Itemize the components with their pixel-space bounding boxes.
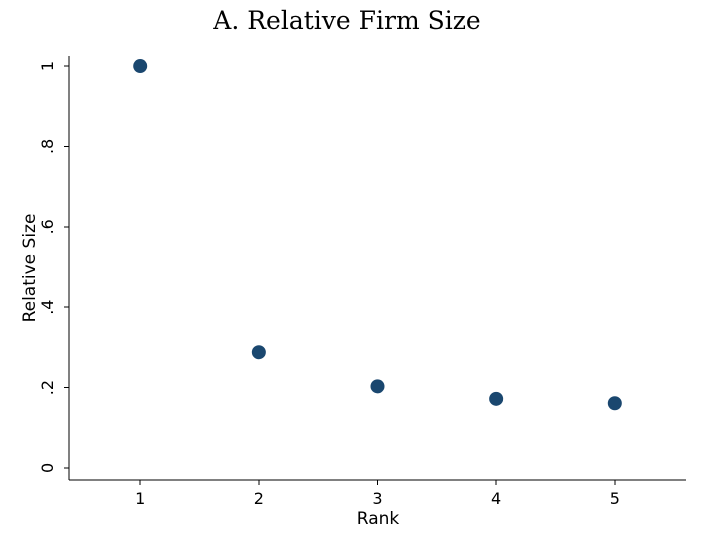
data-point [489,391,504,406]
x-tick-label: 1 [135,489,145,508]
x-tick-label: 3 [372,489,382,508]
x-axis-label: Rank [357,509,400,529]
x-tick-label: 4 [491,489,501,508]
chart-title: A. Relative Firm Size [212,6,480,35]
y-tick-label: 0 [38,463,57,473]
data-point [607,396,622,411]
y-tick-label: .6 [38,219,57,234]
x-tick-label: 2 [254,489,264,508]
y-axis-ticks: 0 .2 .4 .6 .8 1 [38,61,69,473]
y-axis-label: Relative Size [20,214,40,323]
y-tick-label: .2 [38,380,57,395]
y-tick-label: 1 [38,61,57,71]
y-tick-label: .4 [38,300,57,315]
y-tick-label: .8 [38,139,57,154]
x-axis-ticks: 1 2 3 4 5 [135,480,620,508]
data-point [133,59,148,74]
data-point [251,345,266,360]
data-points [133,59,622,411]
x-tick-label: 5 [610,489,620,508]
data-point [370,379,385,394]
